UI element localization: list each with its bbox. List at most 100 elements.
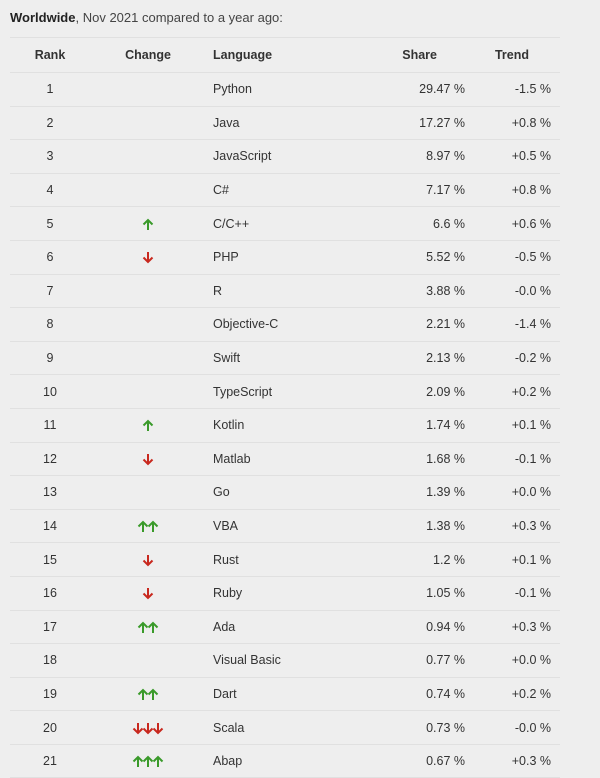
rank-cell: 18: [10, 643, 90, 678]
trend-cell: +0.3 %: [465, 609, 560, 644]
trend-cell: +0.3 %: [465, 743, 560, 778]
arrow-up-icon: [142, 218, 154, 230]
trend-cell: +0.3 %: [465, 508, 560, 543]
arrow-up-icon: [142, 419, 154, 432]
change-cell: [90, 676, 206, 711]
table-row: 21 Abap 0.67 % +0.3 %: [10, 743, 560, 778]
table-row: 14 VBA 1.38 % +0.3 %: [10, 508, 560, 543]
rank-cell: 10: [10, 374, 90, 409]
change-cell: [90, 743, 206, 778]
table-row: 9 Swift 2.13 % -0.2 %: [10, 340, 560, 375]
rank-cell: 7: [10, 273, 90, 308]
share-cell: 2.09 %: [353, 374, 465, 409]
table-row: 20 Scala 0.73 % -0.0 %: [10, 710, 560, 745]
share-cell: 5.52 %: [353, 239, 465, 275]
table-row: 19 Dart 0.74 % +0.2 %: [10, 676, 560, 711]
table-row: 17 Ada 0.94 % +0.3 %: [10, 609, 560, 644]
arrow-down-icon: [152, 722, 164, 735]
header-trend: Trend: [465, 37, 560, 73]
share-cell: 1.05 %: [353, 575, 465, 610]
table-row: 2 Java 17.27 % +0.8 %: [10, 105, 560, 140]
rank-cell: 13: [10, 475, 90, 510]
trend-cell: -0.2 %: [465, 340, 560, 375]
share-cell: 17.27 %: [353, 105, 465, 140]
share-cell: 0.73 %: [353, 710, 465, 745]
table-row: 1 Python 29.47 % -1.5 %: [10, 72, 560, 107]
trend-cell: +0.8 %: [465, 105, 560, 140]
trend-cell: +0.0 %: [465, 643, 560, 678]
trend-cell: -0.1 %: [465, 441, 560, 476]
trend-cell: +0.5 %: [465, 139, 560, 174]
header-language: Language: [206, 37, 353, 73]
change-cell: [90, 542, 206, 577]
change-cell: [90, 575, 206, 610]
trend-cell: +0.1 %: [465, 542, 560, 577]
arrow-down-icon: [142, 252, 154, 264]
header-change: Change: [90, 37, 206, 73]
caption-text: , Nov 2021 compared to a year ago:: [75, 10, 283, 25]
arrow-up-icon: [137, 621, 149, 633]
change-cell: [90, 239, 206, 275]
rank-cell: 15: [10, 542, 90, 577]
change-cell: [90, 643, 206, 678]
table-row: 5 C/C++ 6.6 % +0.6 %: [10, 206, 560, 241]
share-cell: 0.74 %: [353, 676, 465, 711]
share-cell: 6.6 %: [353, 206, 465, 241]
language-cell: Matlab: [206, 441, 353, 476]
change-cell: [90, 340, 206, 375]
table-row: 8 Objective-C 2.21 % -1.4 %: [10, 307, 560, 342]
change-cell: [90, 273, 206, 308]
language-cell: Java: [206, 105, 353, 140]
arrow-up-icon: [137, 520, 149, 533]
change-cell: [90, 374, 206, 409]
rank-cell: 9: [10, 340, 90, 375]
trend-cell: -1.5 %: [465, 72, 560, 107]
share-cell: 1.2 %: [353, 542, 465, 577]
table-body: 1 Python 29.47 % -1.5 % 2 Java 17.27 % +0.8 % 3 J…: [10, 72, 560, 778]
change-cell: [90, 172, 206, 207]
change-cell: [90, 475, 206, 510]
language-cell: R: [206, 273, 353, 308]
language-cell: VBA: [206, 508, 353, 543]
share-cell: 1.39 %: [353, 475, 465, 510]
header-rank: Rank: [10, 37, 90, 73]
table-row: 16 Ruby 1.05 % -0.1 %: [10, 575, 560, 610]
table-caption: Worldwide, Nov 2021 compared to a year a…: [10, 10, 283, 25]
rank-cell: 21: [10, 743, 90, 778]
trend-cell: +0.6 %: [465, 206, 560, 241]
change-cell: [90, 105, 206, 140]
header-share: Share: [353, 37, 465, 73]
rank-cell: 14: [10, 508, 90, 543]
share-cell: 0.77 %: [353, 643, 465, 678]
rank-cell: 20: [10, 710, 90, 745]
language-cell: Objective-C: [206, 307, 353, 342]
language-cell: Ada: [206, 609, 353, 644]
rank-cell: 12: [10, 441, 90, 476]
caption-region: Worldwide: [10, 10, 76, 25]
trend-cell: -0.0 %: [465, 273, 560, 308]
language-cell: C/C++: [206, 206, 353, 241]
table-row: 7 R 3.88 % -0.0 %: [10, 273, 560, 308]
trend-cell: +0.1 %: [465, 407, 560, 443]
rank-cell: 4: [10, 172, 90, 207]
language-cell: C#: [206, 172, 353, 207]
trend-cell: +0.2 %: [465, 676, 560, 711]
share-cell: 3.88 %: [353, 273, 465, 308]
rank-cell: 11: [10, 407, 90, 443]
language-cell: Abap: [206, 743, 353, 778]
share-cell: 0.94 %: [353, 609, 465, 644]
table-row: 11 Kotlin 1.74 % +0.1 %: [10, 407, 560, 443]
language-cell: TypeScript: [206, 374, 353, 409]
change-cell: [90, 710, 206, 745]
table-row: 6 PHP 5.52 % -0.5 %: [10, 239, 560, 275]
rank-cell: 17: [10, 609, 90, 644]
change-cell: [90, 307, 206, 342]
trend-cell: -0.0 %: [465, 710, 560, 745]
language-cell: Swift: [206, 340, 353, 375]
share-cell: 29.47 %: [353, 72, 465, 107]
rank-cell: 5: [10, 206, 90, 241]
rank-cell: 3: [10, 139, 90, 174]
arrow-down-icon: [142, 722, 154, 735]
rank-cell: 16: [10, 575, 90, 610]
change-cell: [90, 407, 206, 443]
